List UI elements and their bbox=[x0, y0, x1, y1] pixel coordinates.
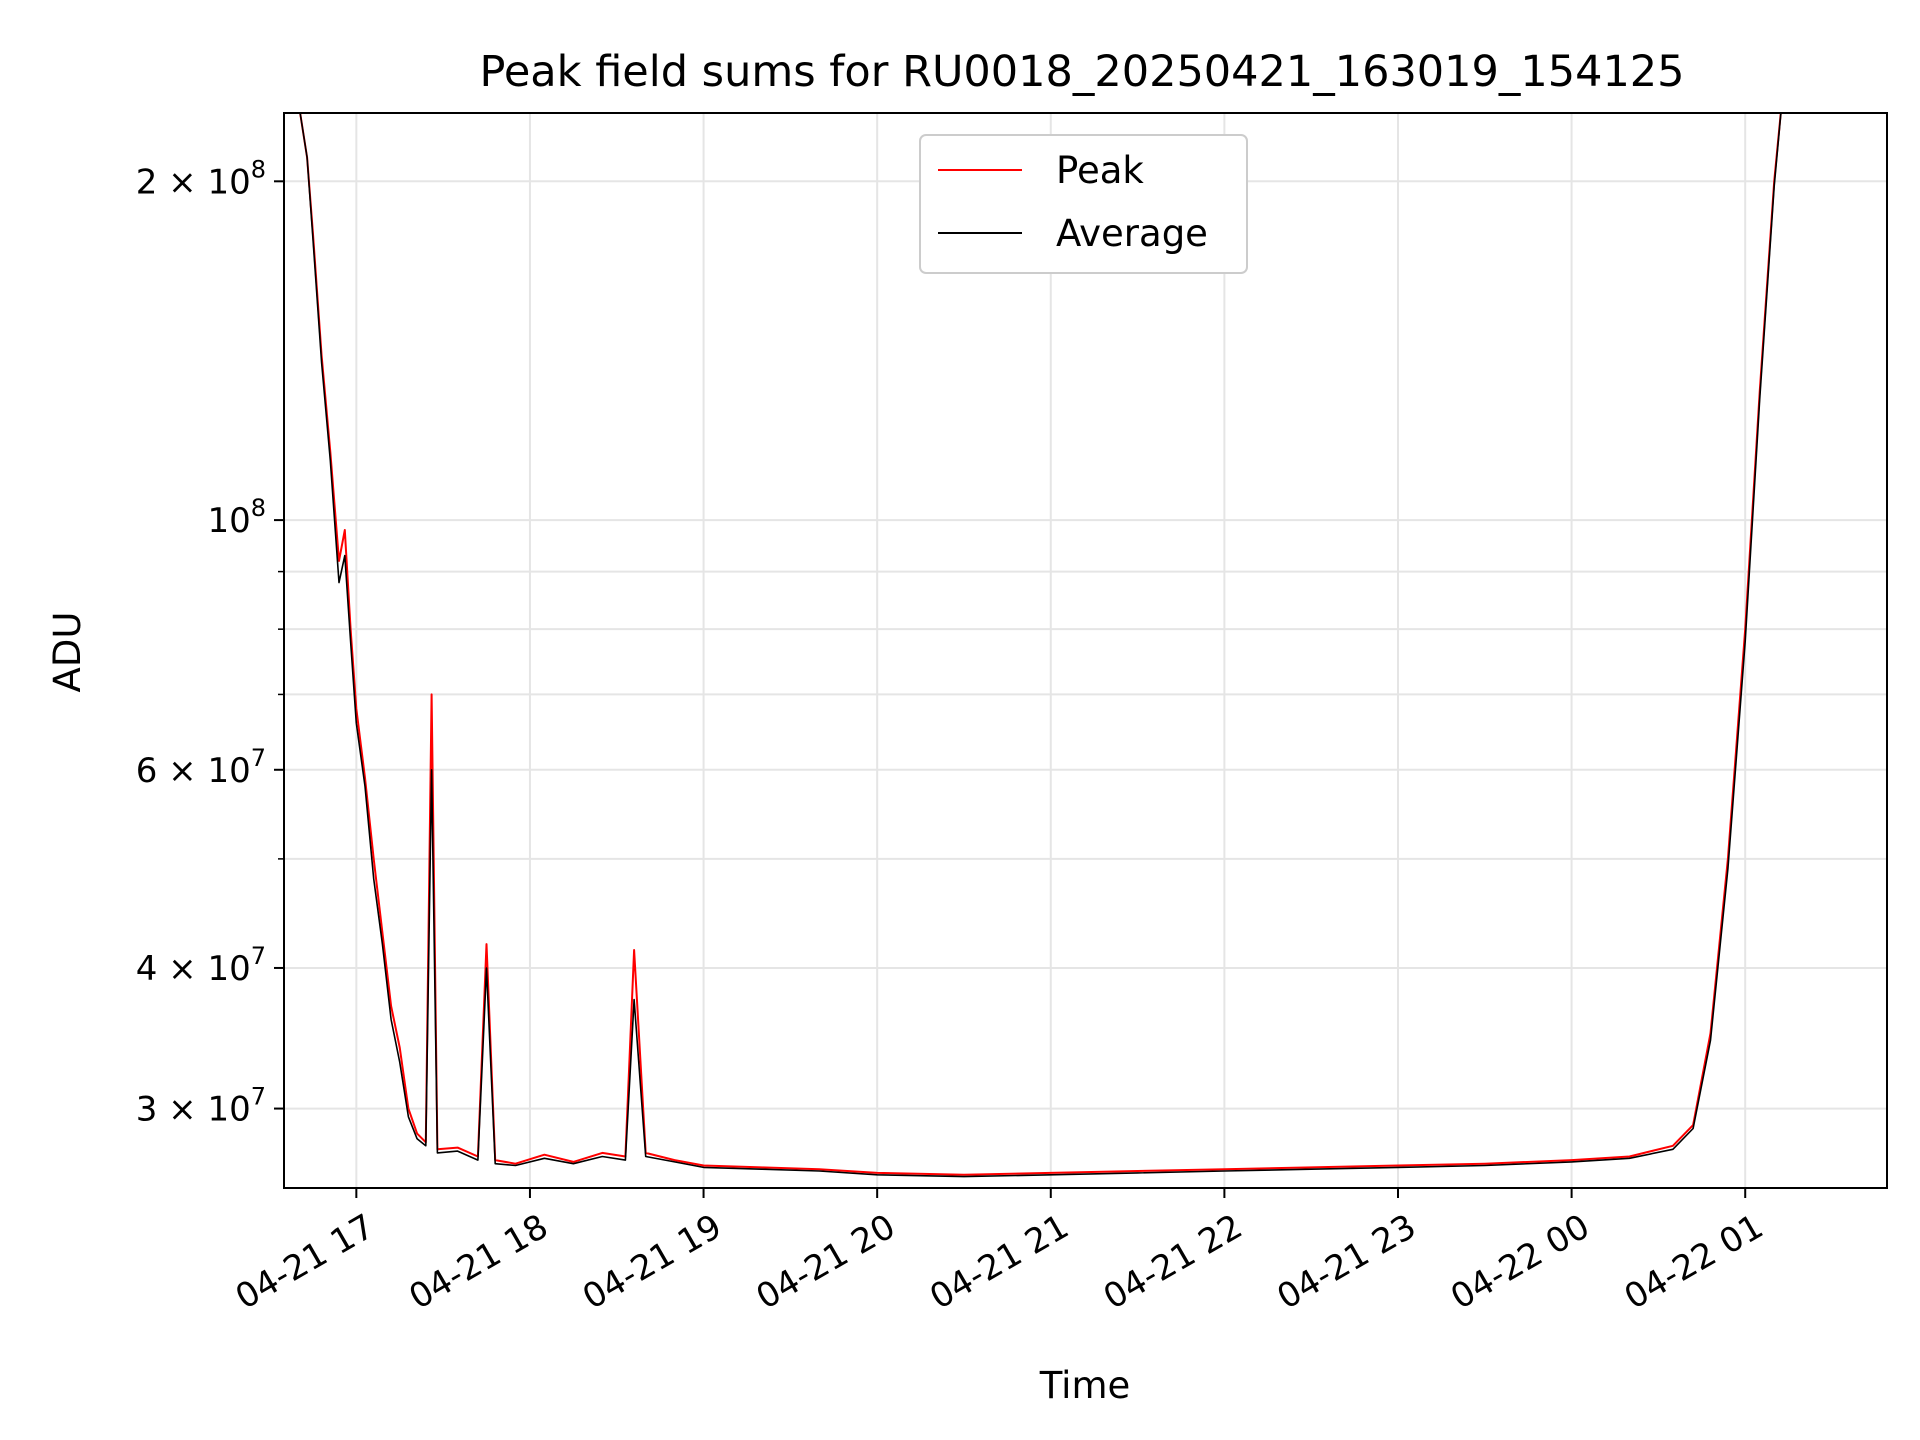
y-axis: 3 × 107 4 × 107 6 × 107 108 2 × 108 bbox=[136, 155, 284, 1130]
y-tick-label: 108 bbox=[207, 494, 266, 541]
legend-label-peak: Peak bbox=[1056, 149, 1144, 192]
x-axis-label: Time bbox=[1039, 1364, 1131, 1407]
y-tick-label: 6 × 107 bbox=[136, 744, 266, 791]
series-line-average bbox=[299, 113, 1782, 1178]
y-axis-label: ADU bbox=[46, 612, 89, 693]
grid bbox=[284, 113, 1887, 1188]
chart-title: Peak field sums for RU0018_20250421_1630… bbox=[479, 47, 1684, 97]
legend: Peak Average bbox=[919, 134, 1248, 274]
series-group bbox=[299, 113, 1782, 1178]
legend-label-average: Average bbox=[1056, 212, 1208, 255]
series-line-peak bbox=[299, 113, 1782, 1176]
y-tick-label: 2 × 108 bbox=[136, 155, 266, 202]
y-tick-label: 3 × 107 bbox=[136, 1083, 266, 1130]
y-tick-label: 4 × 107 bbox=[136, 942, 266, 989]
plot-area-frame bbox=[283, 112, 1888, 1189]
